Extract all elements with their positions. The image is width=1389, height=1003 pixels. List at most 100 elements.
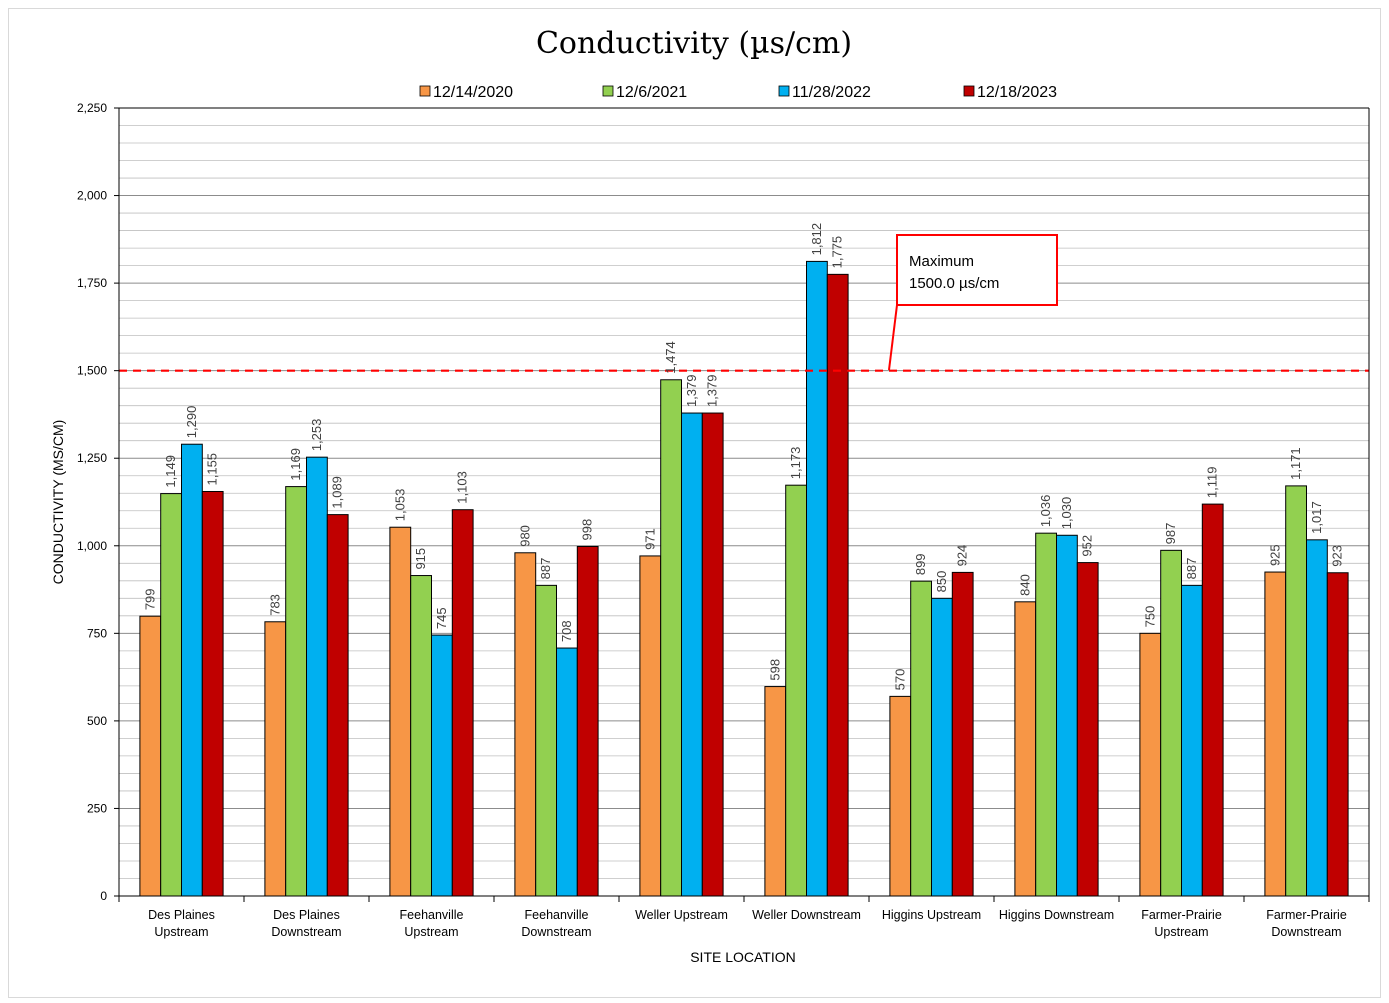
- x-category-label: Des Plaines Upstream: [148, 908, 215, 939]
- legend-swatch: [778, 85, 790, 97]
- data-label: 1,379: [705, 374, 720, 407]
- bar: [201, 490, 224, 897]
- y-tick-label: 750: [87, 626, 107, 640]
- data-label: 980: [517, 525, 532, 547]
- x-category-label-line: Weller Upstream: [635, 908, 728, 922]
- y-tick-label: 1,000: [77, 539, 107, 553]
- data-label: 1,089: [330, 476, 345, 509]
- x-category-label-line: Upstream: [1154, 925, 1208, 939]
- x-category-label: Des Plaines Downstream: [271, 908, 341, 939]
- bars: [139, 260, 1349, 897]
- bar: [431, 634, 453, 897]
- bar: [326, 514, 349, 897]
- data-label: 570: [892, 669, 907, 691]
- x-category-label-line: Higgins Upstream: [882, 908, 981, 922]
- bar: [951, 571, 974, 897]
- data-label: 924: [955, 545, 970, 567]
- x-category-label-line: Upstream: [154, 925, 208, 939]
- legend-swatch: [963, 85, 975, 97]
- data-label: 598: [767, 659, 782, 681]
- legend-label: 12/18/2023: [977, 84, 1057, 101]
- bar: [1076, 562, 1099, 897]
- bar: [1035, 532, 1057, 897]
- x-category-label: Feehanville Upstream: [400, 908, 464, 939]
- bar: [806, 260, 828, 897]
- data-label: 850: [934, 571, 949, 593]
- annotation-box: [896, 234, 1058, 306]
- x-category-label-line: Feehanville: [525, 908, 589, 922]
- x-category-label-line: Downstream: [271, 925, 341, 939]
- legend-label: 12/6/2021: [616, 84, 687, 101]
- data-label: 887: [538, 558, 553, 580]
- y-tick-label: 250: [87, 801, 107, 815]
- bar: [639, 555, 662, 897]
- y-tick-label: 1,750: [77, 276, 107, 290]
- x-category-label-line: Farmer-Prairie: [1266, 908, 1347, 922]
- y-tick-label: 0: [100, 889, 107, 903]
- data-label: 923: [1330, 545, 1345, 567]
- x-category-label: Farmer-Prairie Upstream: [1141, 908, 1222, 939]
- data-label: 745: [434, 607, 449, 629]
- data-label: 1,379: [684, 374, 699, 407]
- bar: [1181, 584, 1203, 897]
- y-tick-label: 2,000: [77, 189, 107, 203]
- data-label: 1,812: [809, 223, 824, 256]
- data-label: 925: [1267, 544, 1282, 566]
- chart-title: Conductivity (µs/cm): [536, 26, 852, 61]
- data-label: 887: [1184, 558, 1199, 580]
- bar: [826, 273, 849, 897]
- annotation-line-1: Maximum: [909, 253, 974, 270]
- bar: [514, 552, 537, 897]
- x-category-label: Higgins Upstream: [882, 908, 981, 922]
- data-label: 915: [413, 548, 428, 570]
- data-label: 708: [559, 620, 574, 642]
- data-labels: 799 1,149 1,290 1,155 783 1,169 1,253 1,089 1,05…: [142, 223, 1344, 691]
- data-label: 1,290: [184, 406, 199, 439]
- bar: [1264, 571, 1287, 897]
- y-tick-label: 1,250: [77, 451, 107, 465]
- x-category-label-line: Feehanville: [400, 908, 464, 922]
- legend: 12/14/2020 12/6/2021 11/28/2022 12/18/2023: [419, 84, 1057, 101]
- data-label: 1,103: [455, 471, 470, 504]
- bar: [139, 615, 162, 897]
- data-label: 840: [1017, 574, 1032, 596]
- bar: [1285, 485, 1307, 897]
- bar: [285, 486, 308, 897]
- data-label: 1,149: [163, 455, 178, 488]
- bar: [410, 575, 433, 897]
- data-label: 1,017: [1309, 501, 1324, 534]
- data-label: 1,030: [1059, 497, 1074, 530]
- legend-label: 12/14/2020: [433, 84, 513, 101]
- y-tick-label: 2,250: [77, 101, 107, 115]
- y-axis: 0 250 500 750 1,000 1,250 1,500 1,750 2,000 2,250: [77, 101, 1370, 903]
- bar: [1056, 534, 1078, 897]
- bar: [556, 647, 578, 897]
- y-tick-label: 500: [87, 714, 107, 728]
- bar: [1139, 632, 1162, 897]
- bar: [660, 379, 683, 897]
- data-label: 783: [267, 594, 282, 616]
- x-category-label: Higgins Downstream: [999, 908, 1114, 922]
- bar: [264, 621, 287, 897]
- x-category-label-line: Upstream: [404, 925, 458, 939]
- data-label: 1,169: [288, 448, 303, 481]
- bar: [1160, 549, 1182, 897]
- bar: [160, 493, 182, 897]
- legend-label: 11/28/2022: [792, 84, 871, 101]
- x-category-label-line: Farmer-Prairie: [1141, 908, 1222, 922]
- x-axis: Des Plaines Upstream Des Plaines Downstream…: [118, 895, 1370, 939]
- bar: [576, 545, 599, 897]
- bar: [785, 484, 808, 897]
- bar: [1306, 539, 1328, 897]
- x-category-label: Weller Upstream: [635, 908, 728, 922]
- annotation-line-2: 1500.0 µs/cm: [909, 275, 999, 292]
- bar: [1014, 601, 1037, 897]
- data-label: 952: [1080, 535, 1095, 557]
- data-label: 1,775: [830, 236, 845, 269]
- bar: [910, 580, 933, 897]
- x-category-label-line: Downstream: [1271, 925, 1341, 939]
- bar: [931, 597, 953, 897]
- bar: [1201, 503, 1224, 897]
- x-category-label: Farmer-Prairie Downstream: [1266, 908, 1347, 939]
- data-label: 971: [642, 528, 657, 550]
